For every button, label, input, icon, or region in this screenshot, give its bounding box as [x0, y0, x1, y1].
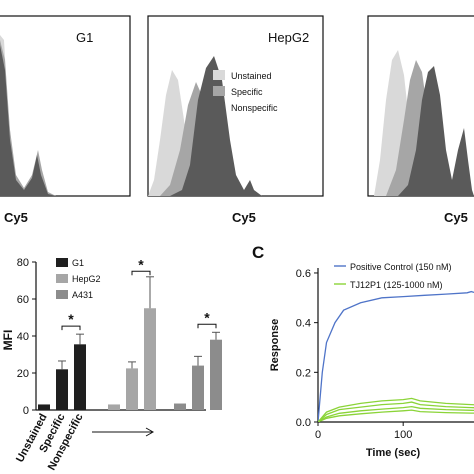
series-tj12p1-line: [318, 397, 474, 422]
bar-legend: G1 HepG2 A431: [56, 258, 101, 300]
line-x-ticks: 0 100: [315, 422, 412, 441]
significance-bracket: [197, 323, 217, 329]
line-y-label: Response: [269, 319, 281, 372]
histogram-nonspecific: [170, 56, 262, 196]
bar-y-tick-label: 0: [23, 405, 29, 417]
line-y-tick-label: 0.0: [296, 417, 311, 429]
line-x-label: Time (sec): [366, 447, 421, 459]
flow-panel-title: G1: [76, 30, 93, 45]
legend-label-specific: Specific: [231, 87, 263, 97]
bar-g1-specific: [56, 369, 68, 410]
flow-x-label: Cy5: [444, 210, 468, 225]
bar-marks: [38, 308, 222, 410]
significance-star: *: [138, 256, 144, 272]
legend-swatch-g1: [56, 258, 68, 267]
bar-y-tick-label: 40: [17, 331, 29, 343]
bar-chart: MFI 0 20 40 60 80 * * * UnstainedSpecificNonsp…: [1, 256, 222, 472]
flow-panel-hepg2: Unstained Specific Nonspecific HepG2 Cy5: [147, 15, 324, 225]
flow-x-label: Cy5: [232, 210, 256, 225]
legend-label-g1: G1: [72, 258, 84, 268]
bar-y-tick-label: 20: [17, 368, 29, 380]
histogram-nonspecific: [398, 66, 474, 196]
legend-swatch-specific: [213, 86, 225, 96]
line-y-tick-label: 0.2: [296, 367, 311, 379]
bar-g1-unstained: [38, 404, 50, 410]
line-chart: C Response Time (sec) 0.00.20.40.6 0 100 …: [252, 243, 474, 459]
histogram-nonspecific: [0, 45, 56, 196]
bar-y-tick-label: 60: [17, 294, 29, 306]
significance-bracket: [61, 325, 81, 331]
legend-label-tj12p1: TJ12P1 (125-1000 nM): [350, 280, 443, 290]
bar-a431-nonspecific: [210, 339, 222, 410]
legend-label-hepg2: HepG2: [72, 274, 101, 284]
significance-star: *: [68, 311, 74, 327]
group-arrow: [92, 427, 155, 437]
line-y-ticks: 0.0 0.2 0.4 0.6: [296, 268, 318, 429]
series-tj12p1-line: [318, 409, 474, 422]
flow-panel-g1: G1 Cy5: [0, 15, 131, 225]
legend-label-positive-control: Positive Control (150 nM): [350, 262, 452, 272]
bar-hepg2-specific: [126, 368, 138, 410]
bar-hepg2-nonspecific: [144, 308, 156, 410]
line-x-tick-label: 0: [315, 429, 321, 441]
arrow-head: [145, 427, 155, 437]
bar-y-tick-label: 80: [17, 257, 29, 269]
legend-label-a431: A431: [72, 290, 93, 300]
bar-a431-specific: [192, 365, 204, 410]
significance-star: *: [204, 309, 210, 325]
flow-panel-title: HepG2: [268, 30, 309, 45]
legend-label-unstained: Unstained: [231, 71, 272, 81]
legend-swatch-hepg2: [56, 274, 68, 283]
line-series: [318, 290, 474, 422]
legend-swatch-a431: [56, 290, 68, 299]
series-positive-control-line: [318, 290, 474, 422]
bar-a431-unstained: [174, 403, 186, 410]
bar-g1-nonspecific: [74, 344, 86, 410]
flow-legend: Unstained Specific Nonspecific: [213, 70, 278, 113]
line-legend: Positive Control (150 nM) TJ12P1 (125-10…: [334, 262, 452, 290]
flow-panel-frame: [0, 15, 131, 197]
series-tj12p1-line: [318, 405, 474, 422]
legend-swatch-unstained: [213, 70, 225, 80]
flow-panel-a431: Cy5: [367, 15, 474, 225]
significance-bracket: [131, 270, 151, 276]
line-y-tick-label: 0.6: [296, 268, 311, 280]
bar-error-bars: [58, 276, 220, 370]
panel-c-label: C: [252, 243, 264, 262]
legend-label-nonspecific: Nonspecific: [231, 103, 278, 113]
flow-x-label: Cy5: [4, 210, 28, 225]
significance-annotations: * * *: [61, 256, 217, 331]
bar-y-label: MFI: [1, 330, 15, 351]
legend-swatch-nonspecific: [213, 102, 225, 112]
bar-hepg2-unstained: [108, 404, 120, 410]
series-tj12p1-line: [318, 401, 474, 422]
bar-y-ticks: 0 20 40 60 80: [17, 257, 36, 417]
line-y-tick-label: 0.4: [296, 318, 311, 330]
line-x-tick-label: 100: [394, 429, 412, 441]
